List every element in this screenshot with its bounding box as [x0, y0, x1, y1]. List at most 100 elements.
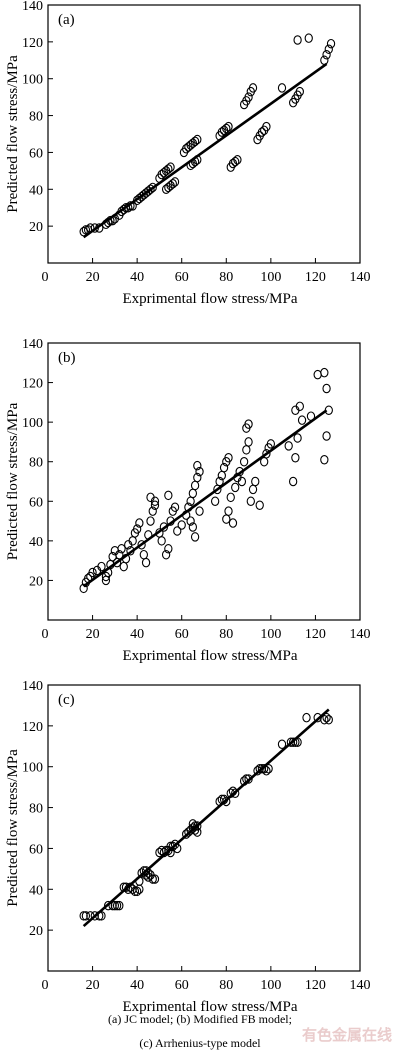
- x-tick-label: 20: [86, 978, 100, 993]
- data-point: [193, 460, 202, 471]
- data-point: [251, 476, 260, 487]
- x-tick-label: 140: [350, 627, 371, 642]
- plot-frame: [47, 684, 361, 972]
- data-point: [190, 532, 200, 542]
- data-point: [277, 83, 287, 93]
- y-tick-label: 140: [22, 0, 43, 14]
- x-tick-label: 20: [86, 270, 100, 285]
- y-tick-label: 100: [22, 73, 43, 88]
- x-tick-label: 80: [219, 978, 233, 993]
- x-tick-label: 100: [260, 627, 281, 642]
- data-point: [288, 737, 298, 747]
- y-tick-label: 20: [29, 924, 43, 939]
- x-axis-title: Exprimental flow stress/MPa: [123, 648, 298, 664]
- data-point: [164, 544, 173, 554]
- data-point: [210, 496, 220, 507]
- plot-frame: [47, 342, 361, 621]
- data-point: [177, 520, 186, 530]
- data-point: [231, 482, 240, 493]
- x-tick-label: 140: [350, 270, 371, 285]
- data-point: [146, 516, 155, 526]
- figure-caption-line-1: (a) JC model; (b) Modified FB model;: [108, 1012, 292, 1026]
- fit-line: [82, 708, 330, 928]
- data-point: [324, 714, 333, 725]
- y-tick-label: 80: [29, 802, 43, 817]
- y-tick-label: 20: [29, 574, 43, 589]
- panel-label: (a): [58, 12, 75, 28]
- fit-line: [82, 409, 328, 588]
- data-point: [242, 445, 251, 455]
- y-tick-label: 20: [29, 220, 43, 235]
- panel-label: (c): [58, 692, 75, 708]
- data-point: [195, 466, 204, 477]
- data-point: [222, 514, 231, 524]
- data-point: [266, 439, 276, 449]
- data-point: [233, 155, 242, 165]
- data-point: [222, 796, 231, 807]
- data-point: [293, 433, 302, 443]
- x-tick-label: 120: [305, 270, 326, 285]
- data-point: [262, 121, 271, 132]
- data-point: [262, 766, 271, 776]
- data-point: [320, 454, 329, 465]
- data-point: [295, 401, 304, 412]
- data-point: [291, 453, 300, 463]
- data-point: [164, 490, 173, 501]
- panel-label: (b): [58, 350, 76, 366]
- data-point: [173, 526, 182, 536]
- data-point: [132, 886, 142, 897]
- data-point: [264, 764, 273, 774]
- data-point: [248, 484, 258, 495]
- x-tick-label: 20: [86, 627, 100, 642]
- x-tick-label: 60: [175, 627, 189, 642]
- data-point: [222, 123, 231, 134]
- data-point: [117, 544, 126, 554]
- data-point: [244, 419, 253, 429]
- data-point: [231, 788, 240, 799]
- data-point: [320, 55, 329, 66]
- data-point: [219, 462, 229, 473]
- x-tick-label: 40: [130, 270, 144, 285]
- data-point: [166, 162, 175, 172]
- data-point: [112, 900, 122, 911]
- data-point: [137, 540, 146, 550]
- data-point: [320, 367, 329, 378]
- data-point: [248, 83, 258, 93]
- y-tick-label: 80: [29, 456, 43, 471]
- y-tick-label: 120: [22, 720, 43, 735]
- x-tick-label: 60: [175, 270, 189, 285]
- data-point: [168, 841, 177, 852]
- data-point: [146, 184, 155, 195]
- data-point: [144, 872, 153, 882]
- data-point: [320, 714, 329, 725]
- data-point: [168, 179, 177, 189]
- data-point: [150, 500, 160, 510]
- data-point: [224, 506, 233, 516]
- x-tick-label: 100: [260, 270, 281, 285]
- data-point: [193, 472, 202, 483]
- x-tick-label: 120: [305, 627, 326, 642]
- data-point: [188, 488, 198, 499]
- y-tick-label: 120: [22, 377, 43, 392]
- data-point: [148, 874, 157, 884]
- y-tick-label: 40: [29, 535, 43, 550]
- data-point: [284, 441, 293, 451]
- data-point: [130, 886, 140, 897]
- data-point: [322, 383, 331, 394]
- x-tick-label: 60: [175, 978, 189, 993]
- data-point: [313, 369, 322, 380]
- data-point: [150, 496, 160, 507]
- data-point: [139, 549, 148, 560]
- data-point: [215, 476, 224, 487]
- data-point: [135, 884, 144, 895]
- data-point: [148, 506, 157, 516]
- x-tick-label: 40: [130, 978, 144, 993]
- data-point: [277, 739, 287, 749]
- x-tick-label: 80: [219, 627, 233, 642]
- x-tick-label: 100: [260, 978, 281, 993]
- data-point: [255, 500, 264, 510]
- data-point: [141, 557, 151, 568]
- data-point: [228, 518, 238, 528]
- figure-caption-line-2: (c) Arrhenius-type model: [139, 1036, 261, 1050]
- data-point: [297, 415, 307, 425]
